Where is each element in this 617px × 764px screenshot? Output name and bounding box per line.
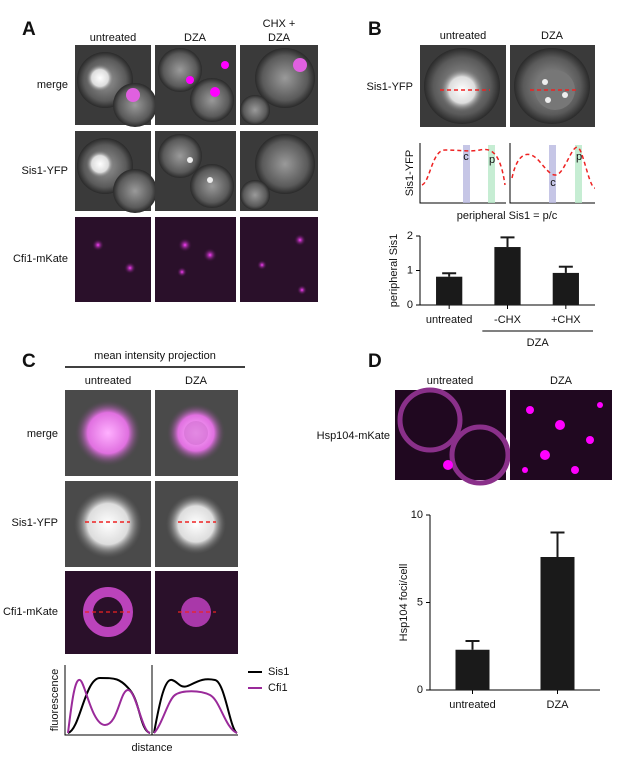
x-tick-label: DZA	[547, 699, 570, 711]
bar	[455, 649, 490, 690]
x-tick-label: -CHX	[494, 314, 522, 326]
column-header: untreated	[427, 375, 473, 387]
row-label: Cfi1-mKate	[13, 253, 68, 265]
legend-label: Cfi1	[268, 682, 288, 694]
profile-mark: p	[489, 154, 495, 166]
column-header: untreated	[85, 375, 131, 387]
row-label: Hsp104-mKate	[317, 430, 390, 442]
profile-plots	[64, 143, 596, 736]
column-header: DZA	[550, 375, 573, 387]
profile-mark: p	[576, 151, 582, 163]
profile-ylabel: Sis1-YFP	[404, 150, 416, 196]
bar	[552, 272, 579, 305]
legend-label: Sis1	[268, 666, 289, 678]
row-label: Sis1-YFP	[22, 165, 68, 177]
column-header: untreated	[440, 30, 486, 42]
row-label: merge	[37, 79, 68, 91]
column-header: DZA	[184, 32, 207, 44]
y-tick-label: 10	[411, 509, 423, 521]
y-tick-label: 0	[407, 299, 413, 311]
column-header: untreated	[90, 32, 136, 44]
profile-mark: c	[463, 151, 469, 163]
y-tick-label: 5	[417, 596, 423, 608]
bar	[494, 247, 521, 305]
y-tick-label: 1	[407, 264, 413, 276]
labels: A untreated DZA CHX + DZA merge Sis1-YFP…	[3, 18, 582, 754]
profile-ylabel: fluorescence	[49, 669, 61, 731]
panel-label: D	[368, 351, 382, 372]
column-header: DZA	[268, 32, 291, 44]
x-tick-label: untreated	[449, 699, 495, 711]
row-label: Sis1-YFP	[367, 81, 413, 93]
panel-label: B	[368, 19, 382, 40]
y-tick-label: 0	[417, 684, 423, 696]
column-header: DZA	[185, 375, 208, 387]
panel-label: A	[22, 19, 36, 40]
column-header: CHX +	[263, 18, 296, 30]
heading: mean intensity projection	[94, 350, 216, 362]
formula: peripheral Sis1 = p/c	[457, 210, 558, 222]
group-label: DZA	[527, 337, 550, 349]
y-axis-label: Hsp104 foci/cell	[398, 564, 410, 642]
profile-xlabel: distance	[132, 742, 173, 754]
profile-mark: c	[550, 177, 556, 189]
x-tick-label: untreated	[426, 314, 472, 326]
microscopy-images	[65, 45, 612, 654]
bar	[540, 557, 575, 690]
x-tick-label: +CHX	[551, 314, 581, 326]
row-label: merge	[27, 428, 58, 440]
y-tick-label: 2	[407, 230, 413, 242]
panel-label: C	[22, 351, 36, 372]
column-header: DZA	[541, 30, 564, 42]
y-axis-label: peripheral Sis1	[388, 234, 400, 307]
row-label: Sis1-YFP	[12, 517, 58, 529]
bar	[436, 276, 463, 305]
row-label: Cfi1-mKate	[3, 606, 58, 618]
